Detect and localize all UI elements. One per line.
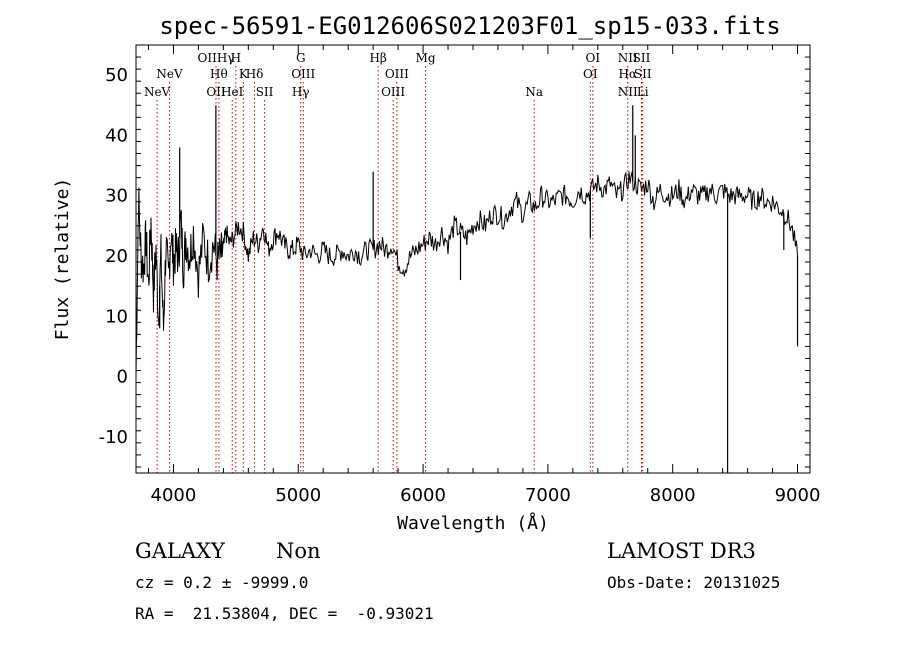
line-label: NII: [618, 85, 638, 99]
plot-frame: [135, 44, 811, 474]
line-label: Hα: [618, 67, 637, 81]
line-label: OI: [583, 67, 598, 81]
line-label: Na: [525, 85, 543, 99]
y-tick-label: 10: [105, 306, 128, 327]
y-tick-label: 50: [105, 65, 128, 86]
line-label: Li: [637, 85, 649, 99]
redshift-cz: cz = 0.2 ± -9999.0: [135, 573, 309, 592]
line-label: OII: [206, 85, 226, 99]
y-tick-label: 0: [117, 367, 128, 388]
x-tick-label: 8000: [650, 485, 696, 506]
line-label: SII: [633, 51, 651, 65]
line-label: K: [239, 67, 249, 81]
coordinates: RA = 21.53804, DEC = -0.93021: [135, 604, 434, 623]
y-tick-label: 20: [105, 246, 128, 267]
line-label: Mg: [416, 51, 436, 65]
line-label: SII: [256, 85, 274, 99]
line-label: OIII: [381, 85, 405, 99]
line-label: NeV: [144, 85, 171, 99]
spectrum-line: [135, 171, 798, 378]
y-tick-label: 30: [105, 186, 128, 207]
line-label: Hβ: [369, 51, 386, 65]
x-axis-label: Wavelength (Å): [397, 512, 549, 534]
x-tick-label: 7000: [525, 485, 571, 506]
x-tick-label: 4000: [151, 485, 197, 506]
line-label: NeV: [156, 67, 183, 81]
line-label: NII: [618, 51, 638, 65]
y-tick-label: -10: [99, 427, 128, 448]
chart-title: spec-56591-EG012606S021203F01_sp15-033.f…: [159, 12, 780, 40]
line-label: Hγ: [292, 85, 310, 99]
object-subclass: Non: [276, 539, 321, 563]
survey-name: LAMOST DR3: [607, 539, 756, 563]
spectrum-spikes: [159, 105, 799, 473]
line-label: Hδ: [246, 67, 264, 81]
object-class: GALAXY: [135, 539, 225, 563]
emission-line-markers: [156, 66, 644, 473]
line-label: HeI: [221, 85, 244, 99]
x-axis-ticks: 4000 5000 6000 7000 8000 9000: [147, 45, 821, 506]
line-label: OIII: [291, 67, 315, 81]
line-label: SII: [634, 67, 652, 81]
y-axis-ticks: -10 0 10 20 30 40 50: [99, 44, 810, 468]
x-tick-label: 9000: [775, 485, 821, 506]
x-tick-label: 6000: [400, 485, 446, 506]
line-label: OIIHγ: [198, 51, 235, 65]
y-axis-label: Flux (relative): [52, 178, 73, 341]
line-label: H: [231, 51, 241, 65]
x-tick-label: 5000: [275, 485, 321, 506]
line-label: OI: [586, 51, 601, 65]
line-label: Hθ: [210, 67, 228, 81]
observation-date: Obs-Date: 20131025: [607, 573, 781, 592]
line-label: G: [296, 51, 306, 65]
y-tick-label: 40: [105, 125, 128, 146]
line-label: OIII: [385, 67, 409, 81]
